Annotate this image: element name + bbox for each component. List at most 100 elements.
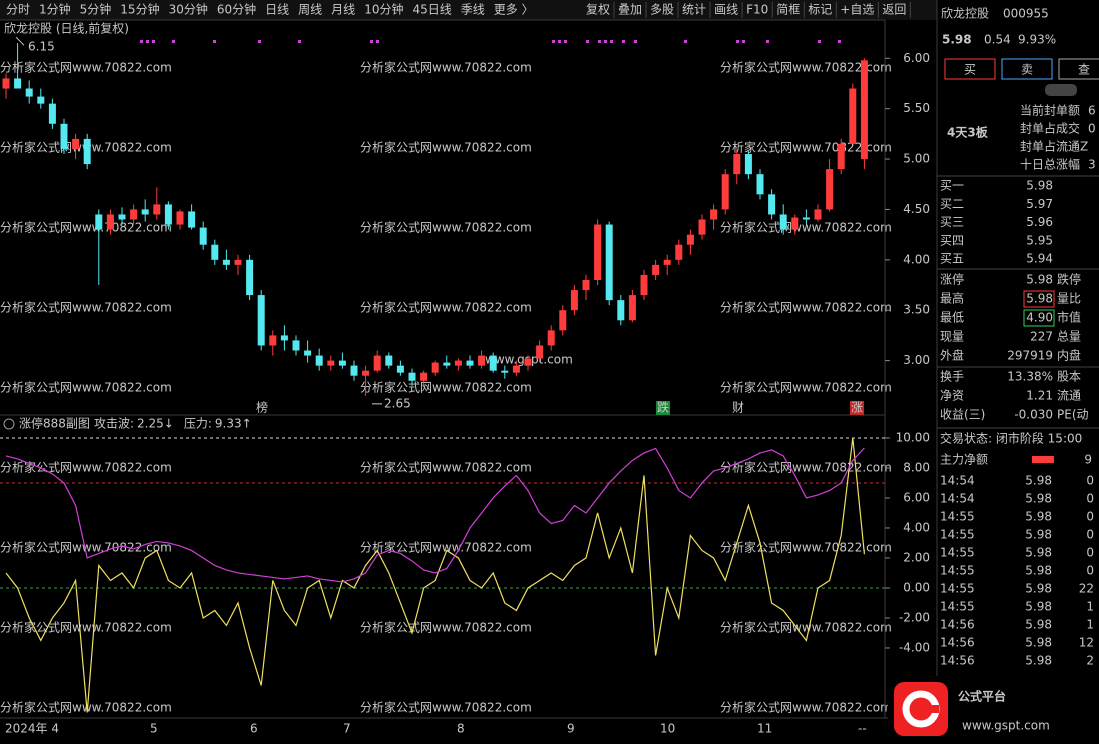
stat-label-2: 量比 [1057,292,1081,306]
trade-status: 交易状态: 闭市阶段 15:00 [940,431,1082,446]
candle-body [478,355,486,366]
period-tab[interactable]: 15分钟 [120,2,159,17]
tool-button[interactable]: 叠加 [618,3,642,17]
book-price: 5.96 [1026,215,1053,229]
trade-button-label[interactable]: 查 [1078,63,1090,77]
stock-code: 000955 [1003,7,1049,21]
series-line [5,447,865,583]
tool-button[interactable]: 画线 [714,3,738,17]
signal-dot [622,40,625,43]
collapse-icon[interactable] [3,418,15,430]
info-label: 封单占成交 [1020,121,1080,136]
panel-toggle[interactable] [1045,84,1077,96]
book-label: 买四 [940,233,964,247]
candle-body [95,214,103,230]
watermark: 分析家公式网www.70822.com [0,60,172,75]
signal-dot [370,40,373,43]
period-tab[interactable]: 更多 〉 [494,3,534,17]
period-tab[interactable]: 周线 [298,3,322,17]
tool-button[interactable]: 返回 [882,3,906,17]
trade-price: 5.98 [1025,546,1052,560]
signal-dot [604,40,607,43]
period-tab[interactable]: 45日线 [412,3,451,17]
period-tab[interactable]: 30分钟 [169,2,208,17]
info-label: 封单占流通Z [1020,139,1088,154]
candle-body [83,138,91,165]
tool-button[interactable]: 多股 [650,3,674,17]
x-label: 2024年 4 [5,722,59,736]
logo-title: 公式平台 [958,689,1006,704]
y-tick-label: 6.00 [903,51,930,65]
trade-time: 14:55 [940,510,975,524]
candle-body [14,78,22,89]
candle-body [570,290,578,311]
candle-body [338,360,346,366]
watermark: 分析家公式网www.70822.com [720,60,892,75]
trade-button-label[interactable]: 卖 [1021,63,1033,77]
candle-body [582,279,590,291]
watermark: 分析家公式网www.70822.com [360,220,532,235]
signal-dot [818,40,821,43]
candle-body [246,259,254,296]
trade-volume: 22 [1079,582,1094,596]
x-label: 8 [457,722,465,736]
tool-button[interactable]: 简框 [776,3,800,17]
candle-body [234,259,242,265]
stat-label-2: 内盘 [1057,348,1081,363]
candle-body [443,362,451,366]
trade-time: 14:55 [940,528,975,542]
trade-price: 5.98 [1025,474,1052,488]
trade-button[interactable] [1001,58,1053,80]
watermark: 分析家公式网www.70822.com [360,700,532,715]
signal-dot [213,40,216,43]
trade-button[interactable] [1058,58,1099,80]
trade-price: 5.98 [1025,600,1052,614]
legend-name: 压力: [184,417,212,431]
candle-body [559,310,567,331]
candle-body [350,365,358,376]
y-tick-label: 5.00 [903,152,930,166]
candle-body [826,169,834,210]
period-tab[interactable]: 10分钟 [364,2,403,17]
candle-body [849,88,857,144]
period-tab[interactable]: 月线 [331,3,355,17]
tool-button[interactable]: 标记 [808,3,832,17]
trade-time: 14:55 [940,600,975,614]
period-tab[interactable]: 日线 [265,3,289,17]
trade-volume: 0 [1086,564,1094,578]
period-tab[interactable]: 5分钟 [80,2,112,17]
period-tab[interactable]: 1分钟 [39,2,71,17]
event-badge [850,401,864,415]
info-label: 十日总涨幅 [1020,157,1080,172]
tool-button[interactable]: F10 [746,3,768,17]
signal-dot [598,40,601,43]
trade-price: 5.98 [1025,582,1052,596]
trade-button[interactable] [944,58,996,80]
book-price: 5.94 [1026,252,1053,266]
candle-body [617,300,625,321]
watermark: 分析家公式网www.70822.com [0,540,172,555]
tool-button[interactable]: +自选 [840,3,874,17]
tool-button[interactable]: 统计 [682,3,706,17]
trade-price: 5.98 [1025,564,1052,578]
tool-button[interactable]: 复权 [586,3,610,17]
candle-body [327,360,335,366]
signal-dot [766,40,769,43]
candle-body [188,211,196,228]
watermark: 分析家公式网www.70822.com [720,220,892,235]
x-label: 6 [250,722,258,736]
watermark: 分析家公式网www.70822.com [360,460,532,475]
last-price: 5.98 [942,33,972,47]
stat-box [1023,309,1055,327]
trade-price: 5.98 [1025,618,1052,632]
candle-body [153,204,161,215]
candle-body [60,123,68,149]
candle-body [698,219,706,235]
candle-body [373,355,381,371]
period-tab[interactable]: 分时 [6,3,30,17]
period-tab[interactable]: 60分钟 [217,2,256,17]
trade-time: 14:55 [940,564,975,578]
trade-button-label[interactable]: 买 [964,63,976,77]
period-tab[interactable]: 季线 [461,3,485,17]
